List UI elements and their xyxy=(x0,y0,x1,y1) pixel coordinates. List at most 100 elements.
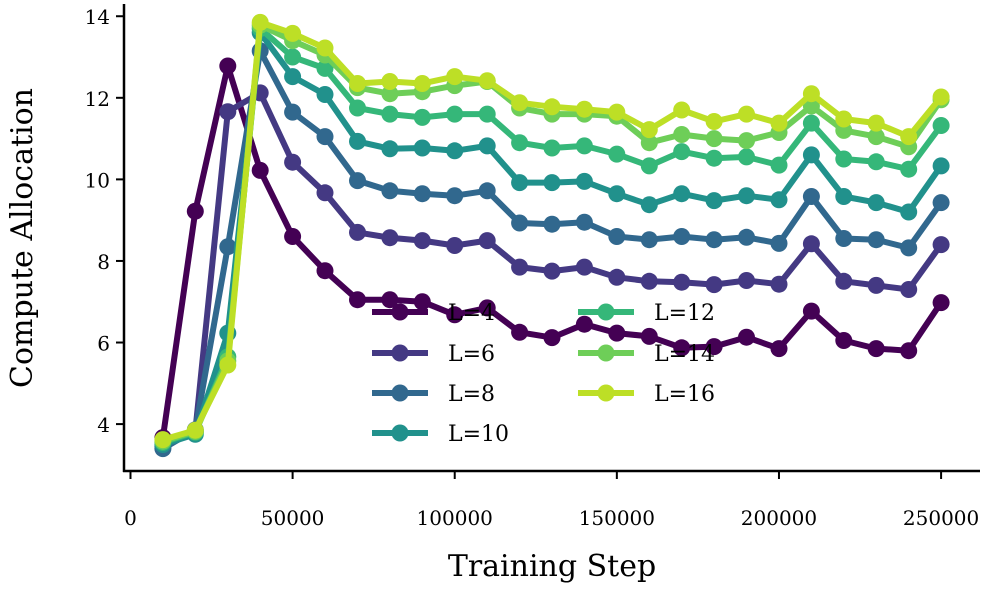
data-point xyxy=(900,160,918,178)
data-point xyxy=(673,143,691,161)
data-point xyxy=(349,99,366,117)
data-point xyxy=(284,103,302,121)
data-point xyxy=(770,275,788,293)
data-point xyxy=(543,215,561,233)
data-point xyxy=(640,231,658,249)
x-tick-label: 200000 xyxy=(741,506,817,530)
data-point xyxy=(705,276,723,294)
data-point xyxy=(900,128,918,146)
data-point xyxy=(770,191,788,209)
data-point xyxy=(640,196,658,214)
series-L=8 xyxy=(154,42,950,458)
data-point xyxy=(316,184,334,202)
data-point xyxy=(413,293,431,311)
tick-marks-and-labels: 0 50000 100000 150000 200000 250000 4 6 8 10 12 14 xyxy=(85,5,980,530)
data-point xyxy=(835,272,853,290)
data-point xyxy=(413,232,431,250)
data-point xyxy=(381,291,399,309)
data-point xyxy=(381,85,399,103)
y-axis-label: Compute Allocation xyxy=(5,88,40,388)
legend-label: L=16 xyxy=(654,382,715,407)
data-point xyxy=(867,194,885,212)
data-point xyxy=(316,86,334,103)
legend-entry-L=12: L=12 xyxy=(578,301,715,326)
data-point xyxy=(543,139,561,157)
x-axis-label: Training Step xyxy=(448,549,656,584)
legend-marker xyxy=(597,384,615,402)
legend-label: L=14 xyxy=(654,342,715,367)
data-point xyxy=(932,117,950,134)
y-tick-label: 14 xyxy=(85,5,110,29)
series-line xyxy=(159,29,945,448)
legend-entry-L=8: L=8 xyxy=(372,382,495,407)
data-point xyxy=(900,281,918,298)
data-point xyxy=(705,149,723,167)
data-point xyxy=(251,161,269,179)
y-tick-label: 8 xyxy=(97,250,110,274)
legend-label: L=6 xyxy=(448,342,495,367)
legend-entry-L=4: L=4 xyxy=(372,301,495,326)
x-tick-label: 0 xyxy=(124,506,137,530)
data-point xyxy=(349,291,366,309)
data-point xyxy=(511,174,529,192)
data-point xyxy=(835,188,853,205)
data-point xyxy=(608,324,626,342)
data-point xyxy=(705,231,723,249)
data-point xyxy=(381,182,399,200)
data-point xyxy=(186,421,204,439)
data-point xyxy=(413,139,431,157)
data-point xyxy=(867,114,885,132)
data-point xyxy=(770,340,788,358)
data-point xyxy=(511,214,529,232)
data-point xyxy=(738,148,755,166)
data-point xyxy=(738,187,755,205)
data-point xyxy=(835,230,853,247)
data-point xyxy=(251,13,269,31)
data-point xyxy=(705,192,723,210)
data-point xyxy=(381,140,399,158)
data-point xyxy=(802,114,820,132)
legend-entry-L=10: L=10 xyxy=(372,422,509,447)
data-point xyxy=(770,114,788,132)
data-point xyxy=(511,258,529,276)
data-point xyxy=(835,150,853,168)
data-point xyxy=(284,48,302,66)
data-point xyxy=(673,273,691,291)
data-point xyxy=(608,228,626,245)
x-tick-label: 250000 xyxy=(903,506,979,530)
axes xyxy=(122,4,980,473)
data-point xyxy=(478,232,496,250)
data-point xyxy=(575,315,593,333)
x-tick-label: 50000 xyxy=(261,506,325,530)
data-point xyxy=(900,203,918,221)
data-point xyxy=(640,134,658,152)
data-point xyxy=(770,234,788,252)
data-point xyxy=(446,187,464,205)
data-point xyxy=(705,338,723,356)
data-point xyxy=(575,213,593,231)
data-point xyxy=(932,236,950,254)
legend-label: L=8 xyxy=(448,382,495,407)
legend-label: L=4 xyxy=(448,301,495,326)
data-point xyxy=(575,172,593,190)
data-point xyxy=(705,130,723,148)
data-point xyxy=(219,356,237,374)
data-point xyxy=(284,153,302,171)
legend-marker xyxy=(391,303,409,321)
data-point xyxy=(932,157,950,175)
data-point xyxy=(900,239,918,257)
data-point xyxy=(478,182,496,200)
legend-marker xyxy=(597,303,615,321)
legend-label: L=12 xyxy=(654,301,715,326)
data-point xyxy=(640,327,658,345)
legend-entry-L=16: L=16 xyxy=(578,382,715,407)
series-L=12 xyxy=(154,20,950,451)
data-point xyxy=(673,339,691,357)
data-point xyxy=(349,172,366,190)
data-point xyxy=(219,57,237,75)
data-point xyxy=(219,103,237,121)
data-point xyxy=(738,228,755,246)
data-point xyxy=(316,128,334,146)
data-point xyxy=(413,185,431,203)
